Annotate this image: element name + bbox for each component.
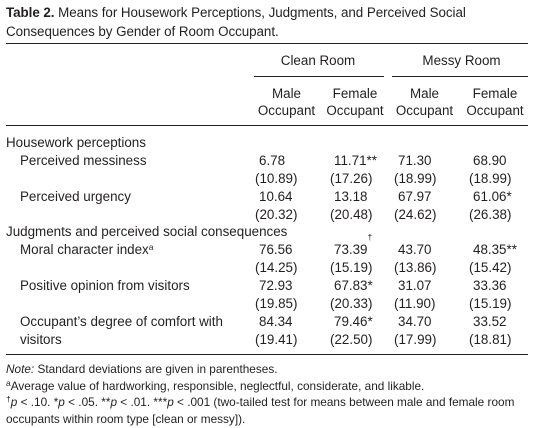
cell-urgency-messy-male: 67.97: [398, 189, 432, 204]
section-title-housework: Housework perceptions: [6, 135, 146, 150]
cell-comfort-messy-male: 34.70: [398, 314, 432, 329]
cell-urgency-clean-male: 10.64: [259, 189, 293, 204]
cell-moral-clean-female: 73.39 †: [334, 232, 373, 257]
sd-opinion-messy-female: (15.19): [469, 296, 512, 311]
row-label-positive-opinion: Positive opinion from visitors: [20, 278, 190, 293]
sd-opinion-clean-male: (19.85): [255, 296, 298, 311]
table-title: Means for Housework Perceptions, Judgmen…: [6, 5, 466, 39]
group-header-clean-room: Clean Room: [280, 53, 356, 68]
col-header-messy-male-line1: Male: [409, 86, 440, 101]
sd-comfort-messy-female: (18.81): [469, 332, 512, 347]
note-sd: Note: Standard deviations are given in p…: [6, 362, 278, 376]
cell-comfort-messy-female: 33.52: [473, 314, 507, 329]
sd-moral-clean-female: (15.19): [330, 260, 373, 275]
cell-urgency-clean-female: 13.18: [334, 189, 368, 204]
sd-messiness-clean-female: (17.26): [330, 171, 373, 186]
col-header-messy-male-line2: Occupant: [395, 103, 454, 118]
header-bottom-rule: [6, 125, 528, 126]
cell-opinion-clean-female: 67.83 *: [334, 278, 373, 293]
clean-room-subrule: [254, 76, 384, 77]
row-label-comfort-line1: Occupant’s degree of comfort with: [20, 314, 223, 329]
cell-moral-messy-female: 48.35 **: [473, 242, 517, 257]
sd-opinion-messy-male: (11.90): [394, 296, 436, 311]
sd-comfort-clean-male: (19.41): [255, 332, 298, 347]
sd-moral-messy-male: (13.86): [394, 260, 437, 275]
sd-messiness-clean-male: (10.89): [255, 171, 298, 186]
col-header-messy-female-line1: Female: [472, 86, 518, 101]
col-header-clean-male-line1: Male: [271, 86, 302, 101]
row-label-comfort-line2: visitors: [20, 332, 62, 347]
cell-comfort-clean-female: 79.46 *: [334, 314, 373, 329]
cell-messiness-messy-female: 68.90: [473, 153, 507, 168]
sd-urgency-messy-male: (24.62): [394, 207, 437, 222]
note-footnote-a: aAverage value of hardworking, responsib…: [6, 377, 425, 393]
group-header-messy-room: Messy Room: [422, 53, 501, 68]
table-notes: Note: Standard deviations are given in p…: [6, 361, 528, 427]
sd-messiness-messy-female: (18.99): [469, 171, 512, 186]
row-label-perceived-urgency: Perceived urgency: [20, 189, 131, 204]
cell-moral-messy-male: 43.70: [398, 242, 432, 257]
cell-opinion-messy-male: 31.07: [398, 278, 432, 293]
cell-opinion-messy-female: 33.36: [473, 278, 507, 293]
cell-opinion-clean-male: 72.93: [259, 278, 293, 293]
messy-room-subrule: [392, 76, 528, 77]
sd-comfort-clean-female: (22.50): [330, 332, 373, 347]
sd-comfort-messy-male: (17.99): [394, 332, 437, 347]
sd-opinion-clean-female: (20.33): [330, 296, 373, 311]
row-label-moral-character: Moral character indexa: [20, 242, 154, 257]
cell-messiness-clean-male: 6.78: [259, 153, 286, 168]
note-significance: †p < .10. *p < .05. **p < .01. ***p < .0…: [6, 394, 515, 426]
sd-messiness-messy-male: (18.99): [394, 171, 437, 186]
table-caption: Table 2. Means for Housework Perceptions…: [6, 3, 528, 41]
top-rule: [6, 43, 528, 44]
sd-urgency-clean-female: (20.48): [330, 207, 373, 222]
sd-moral-messy-female: (15.42): [469, 260, 512, 275]
col-header-clean-female-line1: Female: [332, 86, 378, 101]
col-header-clean-male-line2: Occupant: [257, 103, 316, 118]
section-title-judgments: Judgments and perceived social consequen…: [6, 224, 288, 239]
cell-urgency-messy-female: 61.06 *: [473, 189, 512, 204]
table-label: Table 2.: [6, 5, 55, 20]
cell-messiness-messy-male: 71.30: [398, 153, 432, 168]
footnote-a-marker: a: [148, 242, 154, 252]
cell-comfort-clean-male: 84.34: [259, 314, 293, 329]
sd-urgency-clean-male: (20.32): [255, 207, 298, 222]
col-header-clean-female-line2: Occupant: [326, 103, 384, 118]
col-header-messy-female-line2: Occupant: [466, 103, 524, 118]
row-label-perceived-messiness: Perceived messiness: [20, 153, 147, 168]
sd-urgency-messy-female: (26.38): [469, 207, 512, 222]
sd-moral-clean-male: (14.25): [255, 260, 298, 275]
bottom-rule: [6, 354, 528, 355]
cell-moral-clean-male: 76.56: [259, 242, 293, 257]
cell-messiness-clean-female: 11.71 **: [334, 153, 377, 168]
